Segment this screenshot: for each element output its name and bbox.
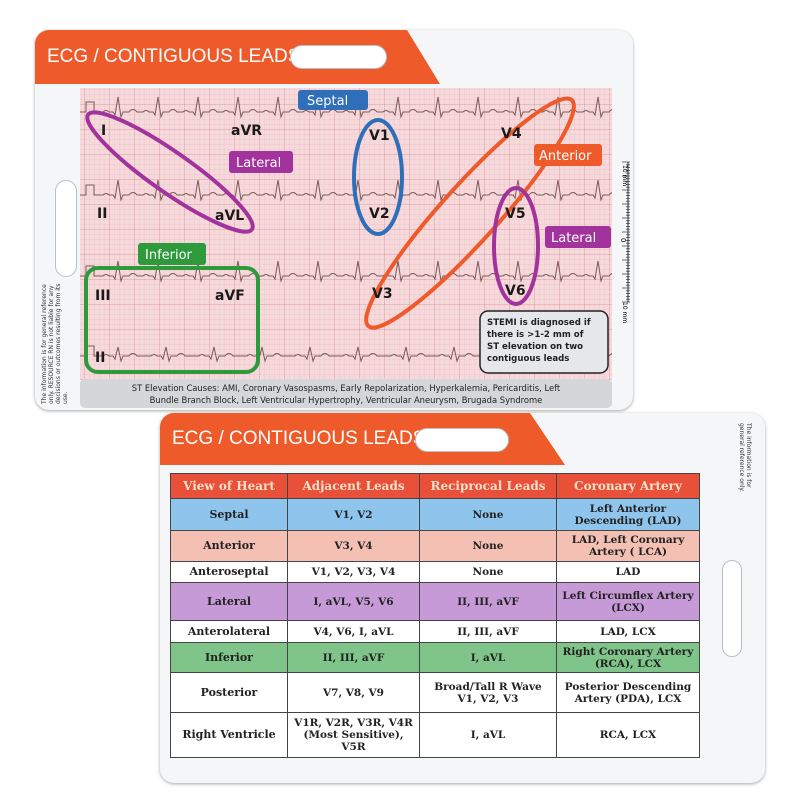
lead-label: II <box>95 350 105 366</box>
cell-adjacent: II, III, aVF <box>287 642 420 673</box>
cell-artery: LAD, LCX <box>556 620 700 643</box>
ecg-trace <box>80 260 618 283</box>
cell-reciprocal: None <box>419 561 557 583</box>
region-tags: Septal Lateral Anterior Lateral Inferior <box>138 90 611 265</box>
lead-label: V4 <box>501 126 522 142</box>
lead-label: II <box>97 206 107 222</box>
cell-artery: Posterior Descending Artery (PDA), LCX <box>556 672 700 713</box>
cell-reciprocal: II, III, aVF <box>419 582 557 621</box>
ruler-label-top: 10 mm <box>621 165 628 186</box>
stemi-note-line: contiguous leads <box>487 354 569 364</box>
back-title: ECG / CONTIGUOUS LEADS <box>160 413 565 465</box>
cell-artery: Left Anterior Descending (LAD) <box>556 498 700 531</box>
cell-adjacent: V1, V2 <box>287 498 420 531</box>
lead-label: aVL <box>215 208 244 224</box>
ruler-label-bottom: 10 mm <box>621 302 628 323</box>
front-card: ECG / CONTIGUOUS LEADS The information i… <box>35 30 633 410</box>
table-row: Anterolateral V4, V6, I, aVL II, III, aVF L… <box>170 620 700 643</box>
cell-reciprocal: None <box>419 530 557 562</box>
side-slot <box>722 560 742 657</box>
cell-adjacent: V3, V4 <box>287 530 420 562</box>
cell-adjacent: V7, V8, V9 <box>287 672 420 713</box>
cell-reciprocal: I, aVL <box>419 712 557 758</box>
table-row: Lateral I, aVL, V5, V6 II, III, aVF Left Ci… <box>170 582 700 621</box>
stemi-note-line: ST elevation on two <box>487 342 583 352</box>
cell-artery: RCA, LCX <box>556 712 700 758</box>
cell-reciprocal: None <box>419 498 557 531</box>
cell-adjacent: V4, V6, I, aVL <box>287 620 420 643</box>
column-header: View of Heart <box>170 473 288 499</box>
column-header: Coronary Artery <box>556 473 700 499</box>
tag-anterior: Anterior <box>539 149 592 164</box>
stemi-note-box <box>479 310 609 374</box>
lanyard-slot <box>415 428 509 452</box>
cell-reciprocal: II, III, aVF <box>419 620 557 643</box>
stemi-note-line: there is >1-2 mm of <box>487 330 584 340</box>
lateral-v5-v6-oval <box>492 186 540 306</box>
lead-labels: I aVR V1 V4 II aVL V2 V5 III aVF V3 V6 I… <box>95 123 526 366</box>
lanyard-slot <box>290 45 387 69</box>
cell-view: Right Ventricle <box>170 712 288 758</box>
ecg-trace <box>80 179 618 202</box>
cell-view: Inferior <box>170 642 288 673</box>
ruler-label-mid: 0 <box>619 238 627 242</box>
lead-label: V1 <box>369 128 390 144</box>
cell-reciprocal: Broad/Tall R Wave V1, V2, V3 <box>419 672 557 713</box>
cell-artery: Left Circumflex Artery (LCX) <box>556 582 700 621</box>
cell-adjacent: I, aVL, V5, V6 <box>287 582 420 621</box>
cell-adjacent: V1R, V2R, V3R, V4R (Most Sensitive), V5R <box>287 712 420 758</box>
ecg-trace <box>80 96 618 119</box>
back-card: ECG / CONTIGUOUS LEADS The information i… <box>160 413 765 783</box>
lead-label: I <box>101 123 106 139</box>
cell-view: Anteroseptal <box>170 561 288 583</box>
lateral-oval <box>85 110 255 234</box>
anterior-oval <box>364 96 576 330</box>
causes-line: ST Elevation Causes: AMI, Coronary Vasos… <box>132 383 561 393</box>
causes-line: Bundle Branch Block, Left Ventricular Hy… <box>150 395 543 405</box>
lead-label: III <box>95 288 111 304</box>
lead-label: V3 <box>372 286 393 302</box>
cell-adjacent: V1, V2, V3, V4 <box>287 561 420 583</box>
stemi-note-line: STEMI is diagnosed if <box>487 318 591 328</box>
cell-artery: LAD, Left Coronary Artery ( LCA) <box>556 530 700 562</box>
lead-label: V2 <box>369 206 390 222</box>
column-header: Reciprocal Leads <box>419 473 557 499</box>
cell-reciprocal: I, aVL <box>419 642 557 673</box>
table-row: Septal V1, V2 None Left Anterior Descending… <box>170 498 700 531</box>
cell-view: Anterolateral <box>170 620 288 643</box>
tag-inferior: Inferior <box>145 248 193 263</box>
tag-lateral-2: Lateral <box>551 231 596 246</box>
disclaimer-text: The information is for general reference… <box>738 423 752 493</box>
cell-artery: LAD <box>556 561 700 583</box>
lead-label: V5 <box>505 206 526 222</box>
septal-oval <box>352 118 404 236</box>
contiguous-leads-table: View of Heart Adjacent Leads Reciprocal … <box>170 473 700 758</box>
table-row: Anterior V3, V4 None LAD, Left Coronary Art… <box>170 530 700 562</box>
cell-view: Posterior <box>170 672 288 713</box>
lead-label: aVR <box>231 123 262 139</box>
table-row: Posterior V7, V8, V9 Broad/Tall R Wave V1,… <box>170 672 700 713</box>
mm-ruler <box>622 161 630 303</box>
tag-septal: Septal <box>307 94 348 109</box>
cell-view: Septal <box>170 498 288 531</box>
column-header: Adjacent Leads <box>287 473 420 499</box>
cell-artery: Right Coronary Artery (RCA), LCX <box>556 642 700 673</box>
cell-view: Lateral <box>170 582 288 621</box>
inferior-box <box>84 266 260 374</box>
cell-view: Anterior <box>170 530 288 562</box>
ecg-strip: 10 mm 0 10 mm I aVR V1 V4 II aVL V2 V5 I… <box>80 88 633 408</box>
table-row: Anteroseptal V1, V2, V3, V4 None LAD <box>170 561 700 583</box>
lead-label: aVF <box>215 288 245 304</box>
table-row: Right Ventricle V1R, V2R, V3R, V4R (Most … <box>170 712 700 758</box>
lead-label: V6 <box>505 283 526 299</box>
causes-bar <box>80 379 612 408</box>
tag-lateral: Lateral <box>236 156 281 171</box>
table-row: Inferior II, III, aVF I, aVL Right Coronary… <box>170 642 700 673</box>
side-slot <box>55 180 77 277</box>
